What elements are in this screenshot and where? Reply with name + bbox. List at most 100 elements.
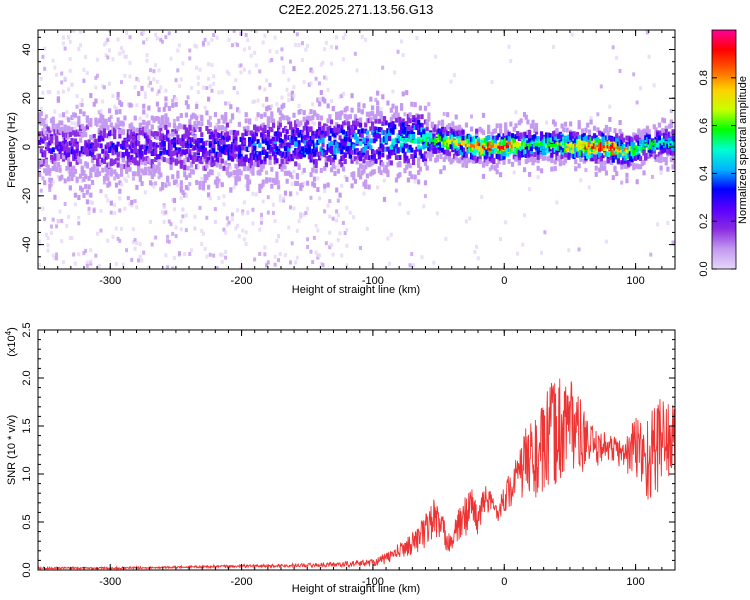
spectrogram-cell <box>254 161 259 167</box>
spectrogram-cell <box>236 107 240 113</box>
spectrogram-ridge-cell <box>611 145 615 149</box>
spectrogram-cell <box>143 149 148 155</box>
spectrogram-cell <box>336 143 340 149</box>
spectrogram-cell <box>215 123 219 128</box>
spectrogram-cell <box>598 158 602 164</box>
spectrogram-cell <box>300 146 305 152</box>
spectrogram-cell <box>343 113 347 119</box>
spectrogram-cell <box>369 171 373 177</box>
spectrogram-cell <box>67 133 71 139</box>
spectrogram-cell <box>55 135 59 141</box>
spectrogram-ridge-cell <box>497 145 501 149</box>
spectrogram-cell <box>637 154 641 160</box>
spectrogram-cell <box>147 83 151 88</box>
spectrogram-cell <box>234 132 238 138</box>
spectrogram-cell <box>196 164 200 169</box>
spectrogram-cell <box>336 198 340 203</box>
spectrogram-cell <box>507 140 511 146</box>
spectrogram-cell <box>382 116 387 122</box>
spectrogram-cell <box>661 128 665 134</box>
spectrogram-cell <box>434 54 438 59</box>
spectrogram-cell <box>659 165 663 171</box>
spectrogram-cell <box>485 135 489 141</box>
spectrogram-cell <box>222 194 226 199</box>
spectrogram-cell <box>270 104 274 109</box>
spectrogram-cell <box>604 239 608 244</box>
spectrogram-cell <box>481 112 486 118</box>
spectrogram-cell <box>166 239 170 244</box>
spectrogram-cell <box>152 171 156 177</box>
spectrogram-cell <box>341 166 346 172</box>
snr-x-tick-label: -300 <box>99 576 121 588</box>
spectrogram-cell <box>592 139 597 145</box>
spectrogram-cell <box>314 223 318 228</box>
spectrogram-cell <box>598 143 602 149</box>
spectrogram-cell <box>121 154 125 160</box>
spectrogram-cell <box>603 150 607 156</box>
spectrogram-cell <box>306 206 310 211</box>
spectrogram-cell <box>222 227 226 232</box>
spectrogram-cell <box>319 134 323 140</box>
spectrogram-cell <box>586 139 590 145</box>
spectrogram-cell <box>68 185 72 191</box>
spectrogram-cell <box>128 160 132 166</box>
spectrogram-cell <box>668 148 672 154</box>
spectrogram-cell <box>224 112 228 118</box>
spectrogram-cell <box>357 167 361 173</box>
spectrogram-cell <box>365 111 370 117</box>
spectrogram-cell <box>271 210 275 215</box>
spectrogram-cell <box>422 133 426 139</box>
spectrogram-cell <box>323 188 327 193</box>
spectrogram-ridge-cell <box>427 139 431 143</box>
spectrogram-cell <box>96 161 100 167</box>
spectrogram-cell <box>108 117 112 123</box>
spectrogram-cell <box>372 126 376 132</box>
spectrogram-cell <box>147 171 151 176</box>
spectrogram-cell <box>645 130 650 136</box>
spectrogram-cell <box>538 139 542 145</box>
spectrogram-cell <box>236 166 240 172</box>
spectrogram-cell <box>580 151 585 157</box>
spectrogram-ridge-cell <box>449 140 453 144</box>
spectrogram-cell <box>311 120 315 125</box>
spectrogram-cell <box>254 156 259 162</box>
spectrogram-cell <box>502 140 506 146</box>
spectrogram-cell <box>41 138 45 144</box>
spectrogram-cell <box>137 161 141 167</box>
spectrogram-cell <box>394 117 399 123</box>
spectrogram-cell <box>133 157 137 163</box>
spectrogram-cell <box>365 226 369 231</box>
spectrogram-cell <box>224 116 228 122</box>
spectrogram-cell <box>401 91 405 97</box>
spectrogram-cell <box>135 152 139 158</box>
spectrogram-ridge-cell <box>466 144 470 148</box>
spectrogram-cell <box>268 139 272 145</box>
spectrogram-cell <box>551 119 556 125</box>
spectrogram-cell <box>201 231 205 236</box>
spectrogram-cell <box>179 113 183 119</box>
spectrogram-cell <box>401 118 405 124</box>
spectrogram-cell <box>125 168 129 174</box>
spectrogram-cell <box>114 106 118 111</box>
spectrogram-cell <box>379 106 383 111</box>
spectrogram-cell <box>80 132 84 138</box>
spectrogram-cell <box>444 126 448 132</box>
spectrogram-cell <box>65 165 69 171</box>
spectrogram-cell <box>478 156 482 162</box>
spectrogram-cell <box>403 112 407 117</box>
spectrogram-cell <box>137 171 141 177</box>
spectrogram-cell <box>430 121 434 127</box>
spectrogram-cell <box>159 122 163 128</box>
spectrogram-cell <box>589 147 593 153</box>
spectrogram-cell <box>249 130 253 136</box>
spectrogram-cell <box>294 148 298 154</box>
spectrogram-cell <box>288 260 292 265</box>
spectrogram-cell <box>292 169 296 174</box>
spectrogram-cell <box>97 264 101 269</box>
spectrogram-cell <box>41 131 45 137</box>
spectrogram-cell <box>294 141 298 147</box>
spectrogram-cell <box>362 103 366 109</box>
spectrogram-cell <box>446 139 450 145</box>
spectrogram-cell <box>207 128 211 134</box>
spectrogram-cell <box>75 148 79 154</box>
